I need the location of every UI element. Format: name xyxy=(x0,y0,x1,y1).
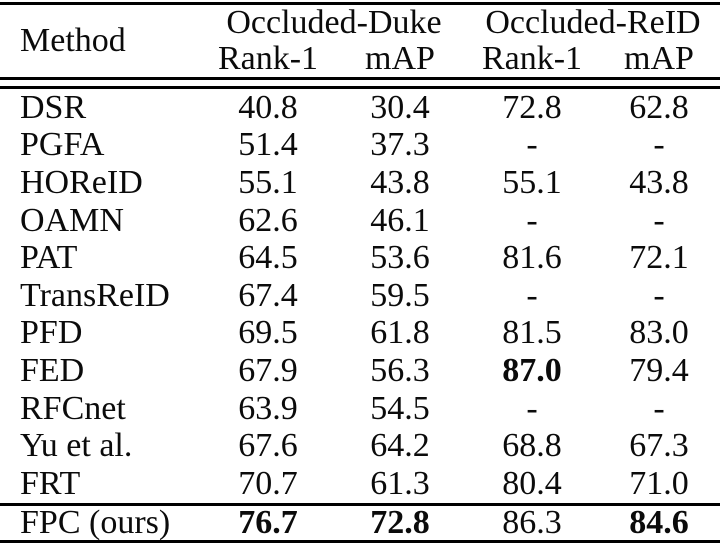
table-row: TransReID 67.4 59.5 - - xyxy=(0,277,720,315)
value-cell: 67.3 xyxy=(629,427,689,465)
header-double-rule-gap xyxy=(0,80,720,86)
value-cell: 51.4 xyxy=(238,126,298,164)
method-cell: PAT xyxy=(20,239,78,277)
table-row: DSR 40.8 30.4 72.8 62.8 xyxy=(0,89,720,127)
table-row: FED 67.9 56.3 87.0 79.4 xyxy=(0,352,720,390)
value-cell: 76.7 xyxy=(238,503,298,541)
table-row: Yu et al. 67.6 64.2 68.8 67.3 xyxy=(0,427,720,465)
sub-header-rank1-duke: Rank-1 xyxy=(217,40,319,77)
table-row: OAMN 62.6 46.1 - - xyxy=(0,202,720,240)
value-cell: 61.8 xyxy=(370,314,430,352)
value-cell: 70.7 xyxy=(238,464,298,502)
value-cell: 64.5 xyxy=(238,239,298,277)
value-cell: 62.6 xyxy=(238,201,298,239)
value-cell: 81.5 xyxy=(502,314,562,352)
table-row: PAT 64.5 53.6 81.6 72.1 xyxy=(0,239,720,277)
value-cell: 83.0 xyxy=(629,314,689,352)
value-cell: 79.4 xyxy=(629,351,689,389)
value-cell: 55.1 xyxy=(502,163,562,201)
value-cell: 61.3 xyxy=(370,464,430,502)
value-cell: 81.6 xyxy=(502,239,562,277)
value-cell: 69.5 xyxy=(238,314,298,352)
value-cell: 68.8 xyxy=(502,427,562,465)
value-cell: 56.3 xyxy=(370,351,430,389)
method-cell: PGFA xyxy=(20,126,105,164)
value-cell: - xyxy=(653,276,665,314)
value-cell: - xyxy=(526,126,538,164)
value-cell: - xyxy=(653,126,665,164)
method-cell: OAMN xyxy=(20,201,124,239)
value-cell: 46.1 xyxy=(370,201,430,239)
table-body: DSR 40.8 30.4 72.8 62.8 PGFA 51.4 37.3 -… xyxy=(0,89,720,503)
value-cell: - xyxy=(653,389,665,427)
method-cell: FRT xyxy=(20,464,81,502)
pre-highlight-rule xyxy=(0,502,720,506)
header-double-rule-top xyxy=(0,77,720,80)
value-cell: 55.1 xyxy=(238,163,298,201)
value-cell: - xyxy=(526,276,538,314)
table-top-rule xyxy=(0,2,720,5)
table-row: FRT 70.7 61.3 80.4 71.0 xyxy=(0,465,720,503)
value-cell: 87.0 xyxy=(502,351,562,389)
sub-header-row: Rank-1 mAP Rank-1 mAP xyxy=(202,41,720,77)
table-row: PGFA 51.4 37.3 - - xyxy=(0,127,720,165)
table-header: Method Occluded-Duke Occluded-ReID Rank-… xyxy=(0,5,720,77)
value-cell: 30.4 xyxy=(370,88,430,126)
value-cell: 84.6 xyxy=(629,503,689,541)
value-cell: 43.8 xyxy=(629,163,689,201)
table-row: HOReID 55.1 43.8 55.1 43.8 xyxy=(0,164,720,202)
method-cell: FPC (ours) xyxy=(20,503,171,541)
value-cell: 72.1 xyxy=(629,239,689,277)
highlight-row-slot: FPC (ours) 76.7 72.8 86.3 84.6 xyxy=(0,503,720,541)
sub-header-map-reid: mAP xyxy=(624,40,694,77)
value-cell: 64.2 xyxy=(370,427,430,465)
table-bottom-rule xyxy=(0,539,720,543)
method-cell: DSR xyxy=(20,88,87,126)
group-header-occluded-duke: Occluded-Duke xyxy=(226,4,442,41)
value-cell: 67.4 xyxy=(238,276,298,314)
method-cell: TransReID xyxy=(20,276,170,314)
header-double-rule-bottom xyxy=(0,86,720,89)
value-cell: 54.5 xyxy=(370,389,430,427)
value-cell: - xyxy=(653,201,665,239)
value-cell: 72.8 xyxy=(370,503,430,541)
value-cell: 37.3 xyxy=(370,126,430,164)
table-row: RFCnet 63.9 54.5 - - xyxy=(0,390,720,428)
value-cell: - xyxy=(526,389,538,427)
value-cell: 86.3 xyxy=(502,503,562,541)
sub-header-rank1-reid: Rank-1 xyxy=(481,40,583,77)
value-cell: 53.6 xyxy=(370,239,430,277)
method-cell: HOReID xyxy=(20,163,143,201)
method-column-header: Method xyxy=(20,22,126,59)
method-cell: PFD xyxy=(20,314,83,352)
value-cell: 67.6 xyxy=(238,427,298,465)
value-cell: - xyxy=(526,201,538,239)
group-header-occluded-reid: Occluded-ReID xyxy=(485,4,701,41)
value-cell: 80.4 xyxy=(502,464,562,502)
value-cell: 59.5 xyxy=(370,276,430,314)
table-row: FPC (ours) 76.7 72.8 86.3 84.6 xyxy=(0,503,720,541)
value-cell: 72.8 xyxy=(502,88,562,126)
method-cell: RFCnet xyxy=(20,389,126,427)
method-cell: Yu et al. xyxy=(20,427,133,465)
value-cell: 40.8 xyxy=(238,88,298,126)
value-cell: 71.0 xyxy=(629,464,689,502)
group-header-row: Occluded-Duke Occluded-ReID xyxy=(202,5,720,41)
value-cell: 62.8 xyxy=(629,88,689,126)
value-cell: 63.9 xyxy=(238,389,298,427)
value-cell: 43.8 xyxy=(370,163,430,201)
sub-header-map-duke: mAP xyxy=(365,40,435,77)
method-cell: FED xyxy=(20,351,85,389)
table-row: PFD 69.5 61.8 81.5 83.0 xyxy=(0,315,720,353)
value-cell: 67.9 xyxy=(238,351,298,389)
